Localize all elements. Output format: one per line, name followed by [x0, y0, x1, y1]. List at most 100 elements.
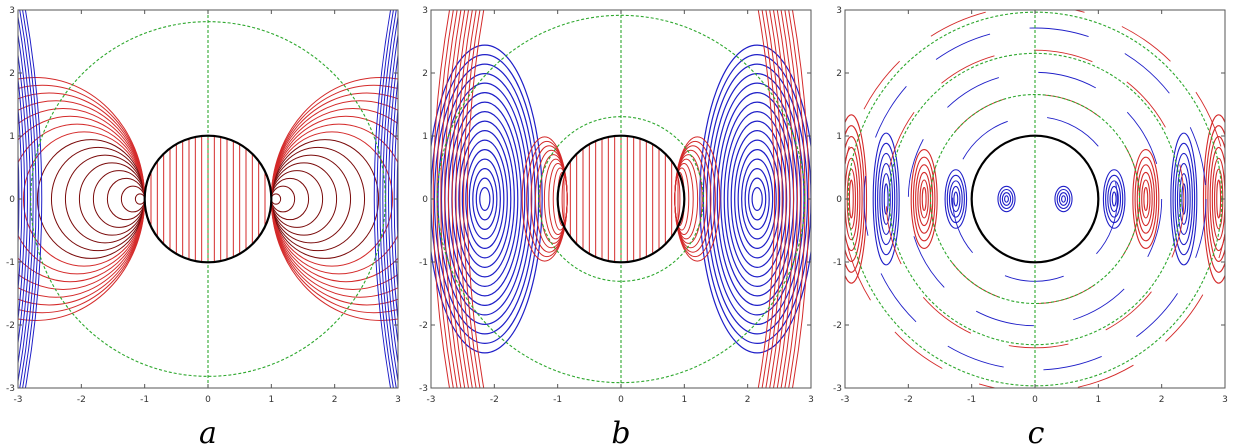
blue-edge-line [382, 13, 398, 385]
blue-edge-line [24, 10, 43, 388]
blue-vortex-loop [730, 130, 784, 269]
lobe-loop [912, 156, 936, 242]
x-tick-label: 0 [205, 395, 211, 405]
lobe-loop [848, 179, 854, 219]
y-tick-label: 3 [422, 6, 428, 16]
blue-vortex-loop [716, 91, 798, 307]
red-field-loop [521, 136, 568, 262]
lobe-loop [1141, 179, 1151, 219]
red-field-loop [270, 170, 324, 228]
blue-vortex-loop [437, 72, 533, 326]
blue-vortex-loop [454, 120, 515, 278]
red-field-loop [18, 123, 146, 275]
y-tick-label: 3 [836, 6, 842, 16]
blue-edge-line [22, 10, 40, 388]
blue-vortex-loop [706, 63, 809, 335]
red-edge-line [466, 10, 485, 388]
lobe-loop [1134, 156, 1158, 242]
red-edge-line [776, 10, 795, 388]
x-tick-label: -1 [553, 395, 562, 405]
blue-edge-line [376, 10, 394, 388]
blue-edge-line [400, 4, 417, 395]
y-tick-label: 0 [422, 195, 428, 205]
panel-c: -3 -2 -1 0 1 2 3 3 2 1 0 -1 -2 -3 c [833, 6, 1228, 448]
panel-a: -3 -2 -1 0 1 2 3 3 2 1 0 -1 -2 -3 a [6, 4, 420, 448]
lobe-loop [1202, 114, 1225, 284]
lobe-loop [1107, 180, 1122, 218]
lobe-loop [1136, 164, 1155, 234]
red-edge-line [463, 10, 481, 388]
blue-vortex-loop [475, 177, 494, 221]
y-tick-label: -2 [833, 321, 842, 331]
green-dashed-circle [847, 11, 1223, 387]
lobe-loop [845, 136, 863, 262]
lobe-loop [877, 152, 896, 246]
y-tick-label: 1 [9, 132, 15, 142]
blue-edge-line [379, 10, 397, 388]
red-field-loop [270, 177, 310, 221]
x-tick-label: 2 [332, 395, 338, 405]
red-field-loop [120, 185, 146, 213]
lobe-loop [1216, 179, 1222, 219]
x-tick-label: 2 [745, 395, 751, 405]
blue-vortex-loop [431, 54, 540, 344]
red-edge-line [444, 10, 462, 388]
lobe-loop [845, 114, 868, 284]
y-tick-label: 2 [836, 69, 842, 79]
x-tick-label: -1 [967, 395, 976, 405]
blue-edge-line [396, 143, 398, 255]
lobe-loop [910, 149, 938, 249]
lobe-loop [1179, 173, 1189, 225]
x-tick-label: 1 [268, 395, 274, 405]
blue-vortex-loop [468, 158, 501, 240]
lobe-loop [1209, 146, 1225, 252]
y-tick-label: -3 [419, 384, 428, 394]
lobe-loop [1132, 149, 1160, 249]
x-tick-label: -1 [140, 395, 149, 405]
y-tick-label: 1 [422, 132, 428, 142]
lobe-loop [1056, 188, 1071, 210]
green-dashed-circle [888, 52, 1182, 346]
lobe-loop [1001, 192, 1012, 206]
red-edge-line [459, 10, 477, 388]
blue-edge-line [19, 10, 37, 388]
blue-vortex-loop [458, 130, 512, 269]
red-field-loop [270, 123, 398, 275]
lobe-loop [1176, 162, 1191, 236]
lobe-loop [921, 187, 927, 211]
red-edge-line [780, 10, 798, 388]
lobe-loop [879, 162, 894, 236]
red-field-loop [134, 193, 146, 205]
red-edge-line [440, 10, 458, 388]
lobe-loop [1054, 185, 1073, 213]
x-tick-label: -3 [427, 395, 436, 405]
green-dashed-circle [30, 21, 386, 377]
lobe-loop [1174, 152, 1193, 246]
red-field-loop [674, 140, 716, 258]
red-edge-line [765, 10, 783, 388]
blue-vortex-loop [444, 91, 526, 307]
panel-caption: b [611, 416, 630, 448]
y-tick-label: 2 [422, 69, 428, 79]
unit-circle [143, 134, 273, 264]
blue-vortex-loop [472, 168, 498, 231]
y-tick-label: -1 [6, 258, 15, 268]
x-tick-label: 3 [395, 395, 401, 405]
blue-vortex-loop [465, 149, 505, 250]
x-tick-label: 3 [808, 395, 814, 405]
panel-caption: a [199, 416, 217, 448]
lobe-loop [1111, 191, 1117, 207]
blue-edge-line [403, 4, 420, 395]
lobe-loop [948, 180, 963, 218]
red-field-loop [92, 170, 146, 228]
red-field-loop [64, 154, 146, 244]
x-tick-label: 1 [681, 395, 687, 405]
red-field-loop [270, 154, 352, 244]
x-tick-label: 0 [618, 395, 624, 405]
blue-vortex-loop [699, 44, 811, 354]
y-tick-label: 2 [9, 69, 15, 79]
x-tick-label: -2 [77, 395, 86, 405]
blue-vortex-loop [479, 187, 491, 212]
blue-vortex-loop [748, 177, 767, 221]
red-edge-line [784, 10, 802, 388]
